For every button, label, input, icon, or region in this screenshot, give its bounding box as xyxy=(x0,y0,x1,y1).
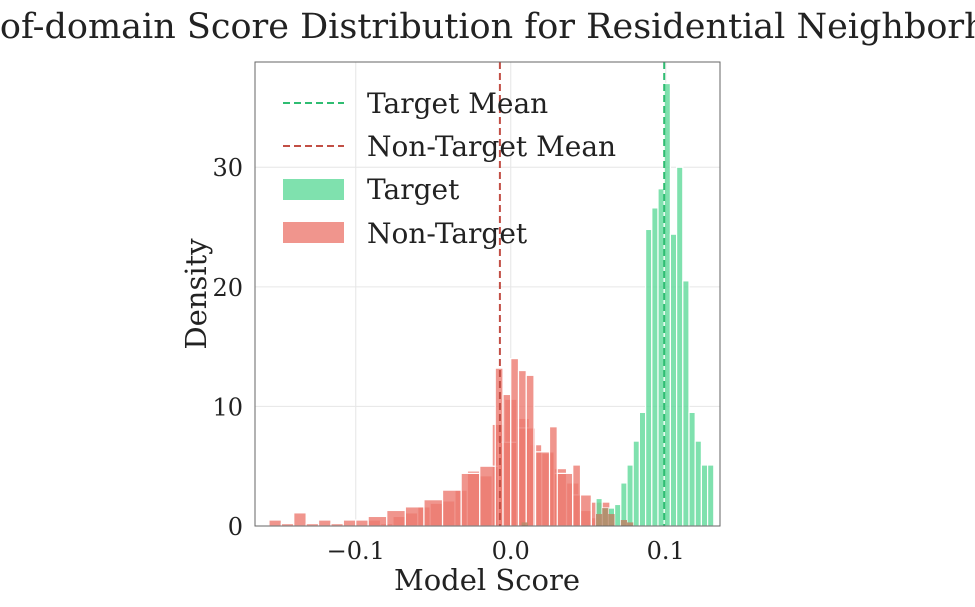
histogram-bar xyxy=(644,228,653,527)
histogram-bar xyxy=(700,464,709,527)
y-tick-label: 30 xyxy=(212,154,243,182)
legend-target-swatch xyxy=(283,179,344,200)
histogram-bar xyxy=(572,464,582,527)
x-axis-ticks: −0.1 0.0 0.1 xyxy=(327,537,685,565)
legend-non-target-swatch xyxy=(283,222,344,243)
overlap-bar xyxy=(620,520,627,526)
bars xyxy=(268,82,715,527)
overlap-bar xyxy=(596,514,603,526)
histogram-bar xyxy=(441,489,462,527)
overlap-bar xyxy=(602,508,609,526)
histogram-bar xyxy=(510,357,520,527)
y-axis-label: Density xyxy=(179,238,213,350)
plot-area xyxy=(254,61,721,527)
y-tick-label: 20 xyxy=(212,274,243,302)
histogram-bar xyxy=(688,411,696,527)
legend-non-target-mean-label: Non-Target Mean xyxy=(367,130,616,163)
y-tick-label: 10 xyxy=(212,393,243,421)
overlap-bar xyxy=(521,522,528,526)
x-tick-label: −0.1 xyxy=(327,537,385,565)
histogram-bar xyxy=(517,369,527,527)
histogram-bar xyxy=(367,515,388,527)
histogram-bar xyxy=(694,440,703,527)
histogram-bar xyxy=(706,464,715,527)
histogram-bar xyxy=(460,472,481,527)
x-tick-label: 0.0 xyxy=(492,537,530,565)
legend-target-label: Target xyxy=(367,173,460,206)
histogram-bar xyxy=(386,509,406,527)
legend-non-target-label: Non-Target xyxy=(367,217,528,250)
histogram-bar xyxy=(638,411,647,527)
x-axis-label: Model Score xyxy=(394,563,580,597)
plot-frame xyxy=(254,61,721,527)
histogram-bar xyxy=(613,503,622,527)
histogram-bar xyxy=(404,506,425,527)
y-axis-ticks: 0 10 20 30 xyxy=(212,154,243,541)
histogram-bar xyxy=(502,393,512,527)
histogram-bar xyxy=(620,482,628,527)
histogram-bar xyxy=(669,233,678,527)
histogram-bar xyxy=(626,464,634,527)
histogram-bar xyxy=(675,166,684,527)
x-tick-label: 0.1 xyxy=(647,537,685,565)
histogram-bar xyxy=(525,374,535,527)
histogram-bar xyxy=(632,440,641,527)
overlap-bar xyxy=(627,522,634,526)
histogram-bar xyxy=(548,426,558,527)
histogram-bar xyxy=(682,280,690,527)
mean-lines xyxy=(498,62,666,526)
histogram-bar xyxy=(342,519,357,527)
chart-title: Out-of-domain Score Distribution for Res… xyxy=(0,7,975,47)
y-tick-label: 0 xyxy=(228,513,243,541)
histogram-bar xyxy=(268,519,282,527)
histogram-bar xyxy=(317,519,332,527)
histogram-bar xyxy=(423,499,444,527)
overlap-bar xyxy=(608,514,615,526)
histogram-bar xyxy=(651,207,659,527)
legend: Target Mean Non-Target Mean Target Non-T… xyxy=(283,87,616,250)
histogram-bar xyxy=(293,512,307,527)
histogram-bar xyxy=(355,519,369,527)
legend-target-mean-label: Target Mean xyxy=(367,87,548,120)
